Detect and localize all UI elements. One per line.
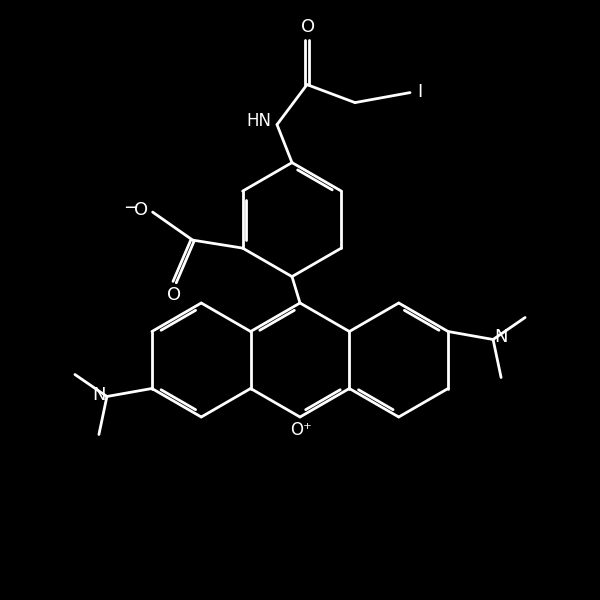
Text: O: O xyxy=(134,201,148,219)
Text: I: I xyxy=(418,83,422,101)
Text: HN: HN xyxy=(247,112,271,130)
Text: N: N xyxy=(494,329,508,346)
Text: −: − xyxy=(123,199,138,217)
Text: O: O xyxy=(167,286,181,304)
Text: N: N xyxy=(92,385,106,403)
Text: O: O xyxy=(301,17,315,35)
Text: O⁺: O⁺ xyxy=(290,421,312,439)
